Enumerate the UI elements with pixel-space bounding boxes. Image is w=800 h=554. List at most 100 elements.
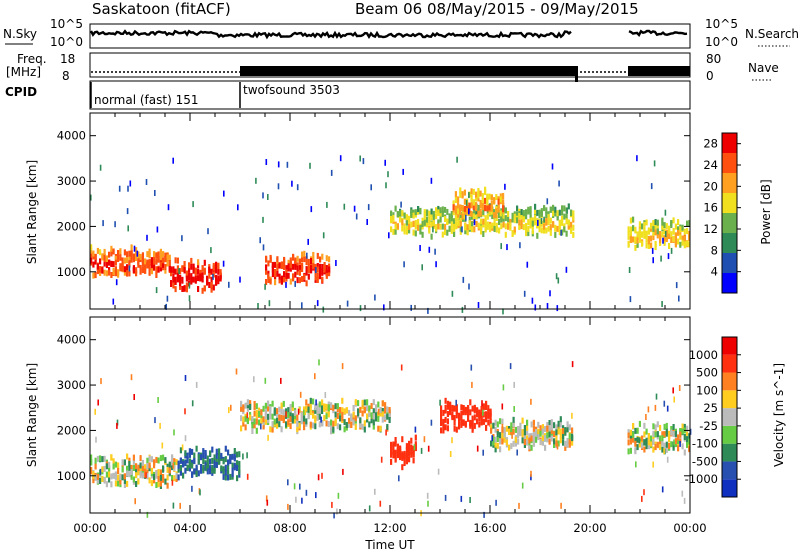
power-echo-cell bbox=[417, 224, 420, 231]
power-echo-cell bbox=[312, 263, 315, 270]
power-echo-cell bbox=[480, 228, 483, 235]
power-echo-cell bbox=[417, 206, 420, 212]
velocity-echo-cell bbox=[512, 421, 515, 428]
power-echo-cell bbox=[339, 155, 342, 162]
power-echo-cell bbox=[103, 248, 106, 255]
velocity-echo-cell bbox=[114, 471, 117, 478]
power-echo-cell bbox=[448, 225, 451, 232]
velocity-echo-cell bbox=[352, 411, 355, 418]
time-tick-labels: 00:00 04:00 08:00 12:00 16:00 20:00 00:00 bbox=[73, 521, 706, 535]
velocity-echo-cell bbox=[564, 444, 567, 451]
velocity-echo-cell bbox=[372, 408, 375, 415]
power-echo-cell bbox=[493, 226, 496, 232]
velocity-echo-cell bbox=[146, 511, 149, 518]
power-echo-cell bbox=[255, 177, 257, 184]
velocity-echo-cell bbox=[177, 466, 180, 473]
power-echo-cell bbox=[457, 211, 460, 218]
power-echo-cell bbox=[459, 228, 462, 235]
power-echo-cell bbox=[126, 264, 129, 271]
velocity-echo-cell bbox=[354, 415, 357, 422]
power-echo-cell bbox=[289, 262, 292, 269]
power-echo-cell bbox=[174, 279, 177, 285]
velocity-echo-cell bbox=[636, 436, 639, 443]
velocity-echo-cell bbox=[101, 476, 104, 482]
power-echo-cell bbox=[463, 198, 466, 205]
velocity-echo-cell bbox=[659, 444, 662, 451]
power-echo-cell bbox=[259, 237, 261, 244]
velocity-echo-cell bbox=[123, 477, 126, 484]
power-echo-cell bbox=[176, 276, 179, 283]
velocity-echo-cell bbox=[341, 412, 344, 419]
power-echo-cell bbox=[688, 241, 691, 248]
nave-bar bbox=[240, 66, 576, 76]
power-echo-cell bbox=[441, 223, 444, 230]
power-echo-cell bbox=[117, 271, 120, 278]
power-echo-cell bbox=[525, 222, 528, 229]
velocity-echo-cell bbox=[656, 431, 659, 438]
velocity-echo-cell bbox=[544, 444, 547, 451]
velocity-echo-cell bbox=[220, 465, 223, 472]
velocity-echo-cell bbox=[132, 458, 135, 465]
power-echo-cell bbox=[278, 273, 281, 280]
velocity-echo-cell bbox=[674, 434, 677, 440]
velocity-echo-cell bbox=[368, 405, 371, 412]
velocity-echo-cell bbox=[632, 423, 635, 429]
velocity-echo-cell bbox=[299, 391, 302, 398]
power-echo-cell bbox=[374, 294, 376, 301]
velocity-echo-cell bbox=[295, 496, 297, 503]
velocity-echo-cell bbox=[332, 404, 335, 411]
velocity-echo-cell bbox=[179, 502, 181, 509]
velocity-echo-cell bbox=[494, 419, 497, 426]
velocity-echo-cell bbox=[315, 492, 317, 499]
velocity-echo-cell bbox=[460, 421, 463, 428]
velocity-echo-cell bbox=[394, 455, 397, 462]
velocity-echo-cell bbox=[555, 440, 558, 447]
power-echo-cell bbox=[484, 215, 487, 222]
velocity-echo-cell bbox=[227, 449, 230, 456]
velocity-echo-cell bbox=[266, 499, 269, 506]
power-echo-cell bbox=[426, 216, 429, 223]
velocity-echo-cell bbox=[146, 473, 149, 480]
velocity-echo-cell bbox=[318, 401, 321, 408]
power-echo-cell bbox=[502, 221, 505, 228]
power-echo-cell bbox=[215, 274, 218, 281]
velocity-echo-cell bbox=[155, 482, 158, 488]
nave-bars bbox=[240, 66, 690, 82]
velocity-echo-cell bbox=[184, 375, 187, 381]
velocity-echo-cell bbox=[559, 421, 562, 428]
velocity-echo-cell bbox=[145, 472, 147, 479]
power-echo-cell bbox=[278, 262, 281, 269]
power-echo-cell bbox=[472, 204, 475, 210]
power-echo-cell bbox=[493, 212, 496, 219]
power-echo-cell bbox=[661, 217, 664, 224]
velocity-echo-cell bbox=[348, 409, 351, 416]
velocity-echo-cell bbox=[370, 417, 373, 424]
velocity-echo-cell bbox=[510, 426, 513, 432]
velocity-echo-cell bbox=[410, 451, 413, 458]
velocity-echo-cell bbox=[262, 405, 265, 412]
velocity-echo-cell bbox=[372, 423, 375, 430]
power-echo-cell bbox=[298, 258, 301, 265]
velocity-echo-cell bbox=[541, 439, 544, 446]
power-echo-cell bbox=[518, 219, 521, 226]
velocity-echo-cell bbox=[455, 399, 457, 406]
power-echo-cell bbox=[145, 179, 148, 185]
velocity-echo-cell bbox=[333, 512, 335, 519]
power-echo-cell bbox=[486, 223, 489, 230]
colorbar-tick-label: 1000 bbox=[689, 348, 718, 362]
power-echo-cell bbox=[454, 191, 457, 198]
beam-date-range: Beam 06 08/May/2015 - 09/May/2015 bbox=[355, 0, 639, 18]
power-echo-cell bbox=[484, 226, 487, 233]
power-echo-cell bbox=[394, 223, 397, 230]
power-echo-cell bbox=[325, 272, 328, 279]
time-tick-label: 04:00 bbox=[173, 521, 206, 535]
power-echo-cell bbox=[484, 204, 487, 211]
velocity-echo-cell bbox=[473, 422, 476, 429]
velocity-echo-cell bbox=[471, 419, 474, 426]
velocity-echo-cell bbox=[490, 424, 493, 431]
power-echo-cell bbox=[179, 268, 182, 275]
power-echo-cell bbox=[472, 213, 475, 220]
power-echo-cell bbox=[444, 216, 447, 222]
velocity-echo-cell bbox=[289, 406, 292, 413]
velocity-echo-cell bbox=[309, 409, 312, 416]
